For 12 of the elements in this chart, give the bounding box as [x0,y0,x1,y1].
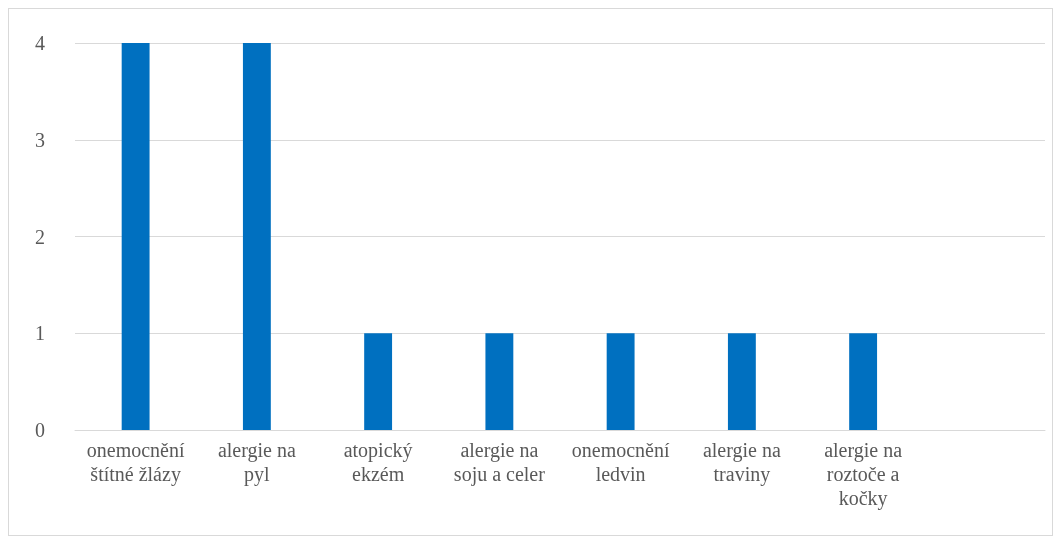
x-tick-label: alergie na roztoče a kočky [824,439,903,510]
x-tick-label: alergie na soju a celer [453,439,546,486]
x-tick-label: onemocnění štítné žlázy [86,439,185,486]
x-tick-label: atopický ekzém [343,439,413,485]
x-tick-label: alergie na pyl [217,439,296,486]
x-tick-label: onemocnění ledvin [571,439,670,485]
y-tick-label: 2 [35,225,45,248]
y-tick-label: 3 [35,128,45,151]
y-tick-label: 4 [35,32,45,54]
y-tick-label: 0 [35,419,45,441]
y-tick-label: 1 [35,322,45,345]
x-tick-label: alergie na traviny [702,439,781,486]
